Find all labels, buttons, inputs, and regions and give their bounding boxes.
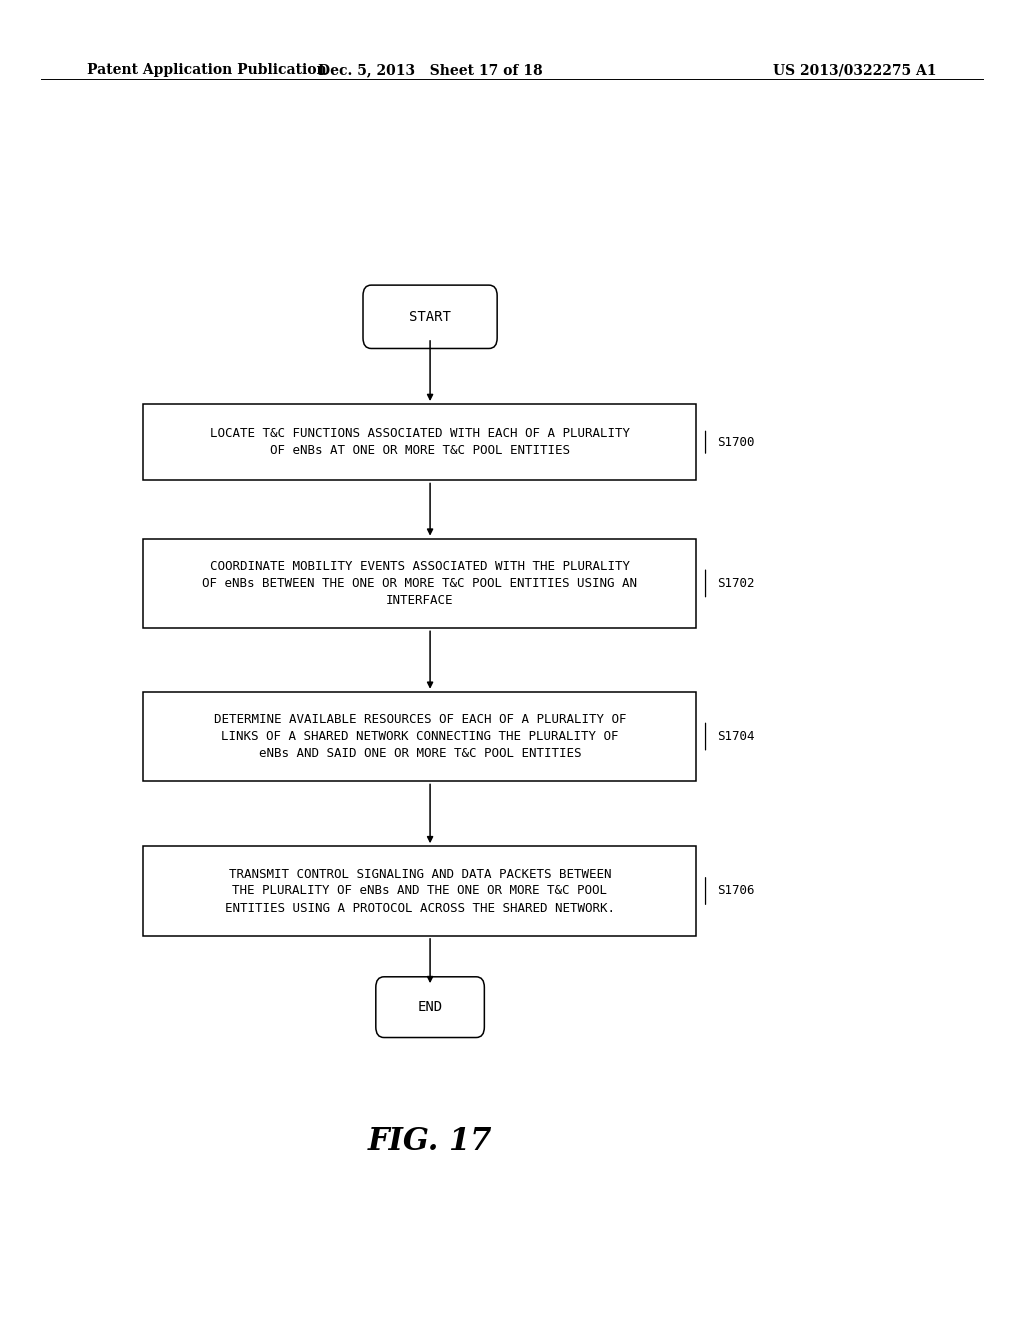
Bar xyxy=(143,846,696,936)
Text: COORDINATE MOBILITY EVENTS ASSOCIATED WITH THE PLURALITY
OF eNBs BETWEEN THE ONE: COORDINATE MOBILITY EVENTS ASSOCIATED WI… xyxy=(203,560,637,607)
Text: FIG. 17: FIG. 17 xyxy=(368,1126,493,1158)
Text: LOCATE T&C FUNCTIONS ASSOCIATED WITH EACH OF A PLURALITY
OF eNBs AT ONE OR MORE : LOCATE T&C FUNCTIONS ASSOCIATED WITH EAC… xyxy=(210,428,630,457)
Text: END: END xyxy=(418,1001,442,1014)
Bar xyxy=(143,692,696,781)
Text: US 2013/0322275 A1: US 2013/0322275 A1 xyxy=(773,63,937,78)
Text: S1702: S1702 xyxy=(717,577,755,590)
FancyBboxPatch shape xyxy=(362,285,498,348)
Text: Dec. 5, 2013   Sheet 17 of 18: Dec. 5, 2013 Sheet 17 of 18 xyxy=(317,63,543,78)
Text: DETERMINE AVAILABLE RESOURCES OF EACH OF A PLURALITY OF
LINKS OF A SHARED NETWOR: DETERMINE AVAILABLE RESOURCES OF EACH OF… xyxy=(214,713,626,760)
Bar xyxy=(143,539,696,628)
Bar xyxy=(143,404,696,480)
FancyBboxPatch shape xyxy=(376,977,484,1038)
Text: S1700: S1700 xyxy=(717,436,755,449)
Text: START: START xyxy=(410,310,451,323)
Text: TRANSMIT CONTROL SIGNALING AND DATA PACKETS BETWEEN
THE PLURALITY OF eNBs AND TH: TRANSMIT CONTROL SIGNALING AND DATA PACK… xyxy=(225,867,614,915)
Text: Patent Application Publication: Patent Application Publication xyxy=(87,63,327,78)
Text: S1706: S1706 xyxy=(717,884,755,898)
Text: S1704: S1704 xyxy=(717,730,755,743)
